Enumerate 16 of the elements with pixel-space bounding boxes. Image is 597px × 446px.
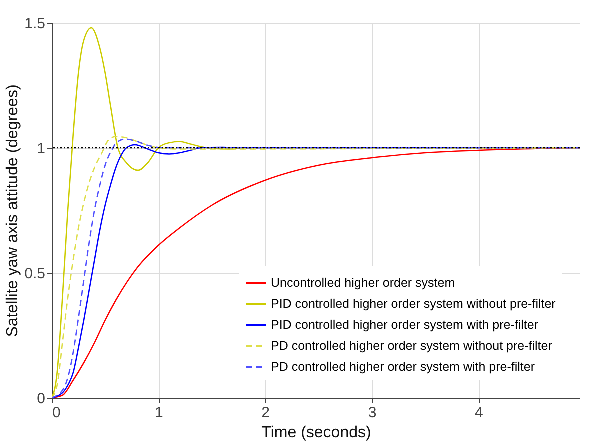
legend-label: Uncontrolled higher order system [271, 276, 456, 290]
y-tick-label: 0.5 [24, 266, 46, 282]
y-tick-label: 0 [37, 390, 46, 408]
x-tick-label: 3 [368, 404, 377, 422]
legend-label: PID controlled higher order system with pre-filter [271, 318, 538, 332]
y-tick-label: 1.5 [24, 16, 46, 32]
legend-label: PD controlled higher order system with pre-filter [271, 360, 535, 374]
x-tick-label: 4 [474, 404, 484, 422]
x-tick-label: 2 [262, 404, 270, 422]
legend-label: PD controlled higher order system without pre-filter [271, 339, 552, 353]
x-axis-title: Time (seconds) [262, 424, 372, 442]
x-tick-label: 0 [52, 404, 61, 422]
y-axis-title: Satellite yaw axis attitude (degrees) [4, 84, 22, 338]
x-tick-label: 1 [154, 404, 164, 422]
y-tick-label: 1 [37, 140, 46, 158]
legend-label: PID controlled higher order system without pre-filter [271, 297, 556, 311]
